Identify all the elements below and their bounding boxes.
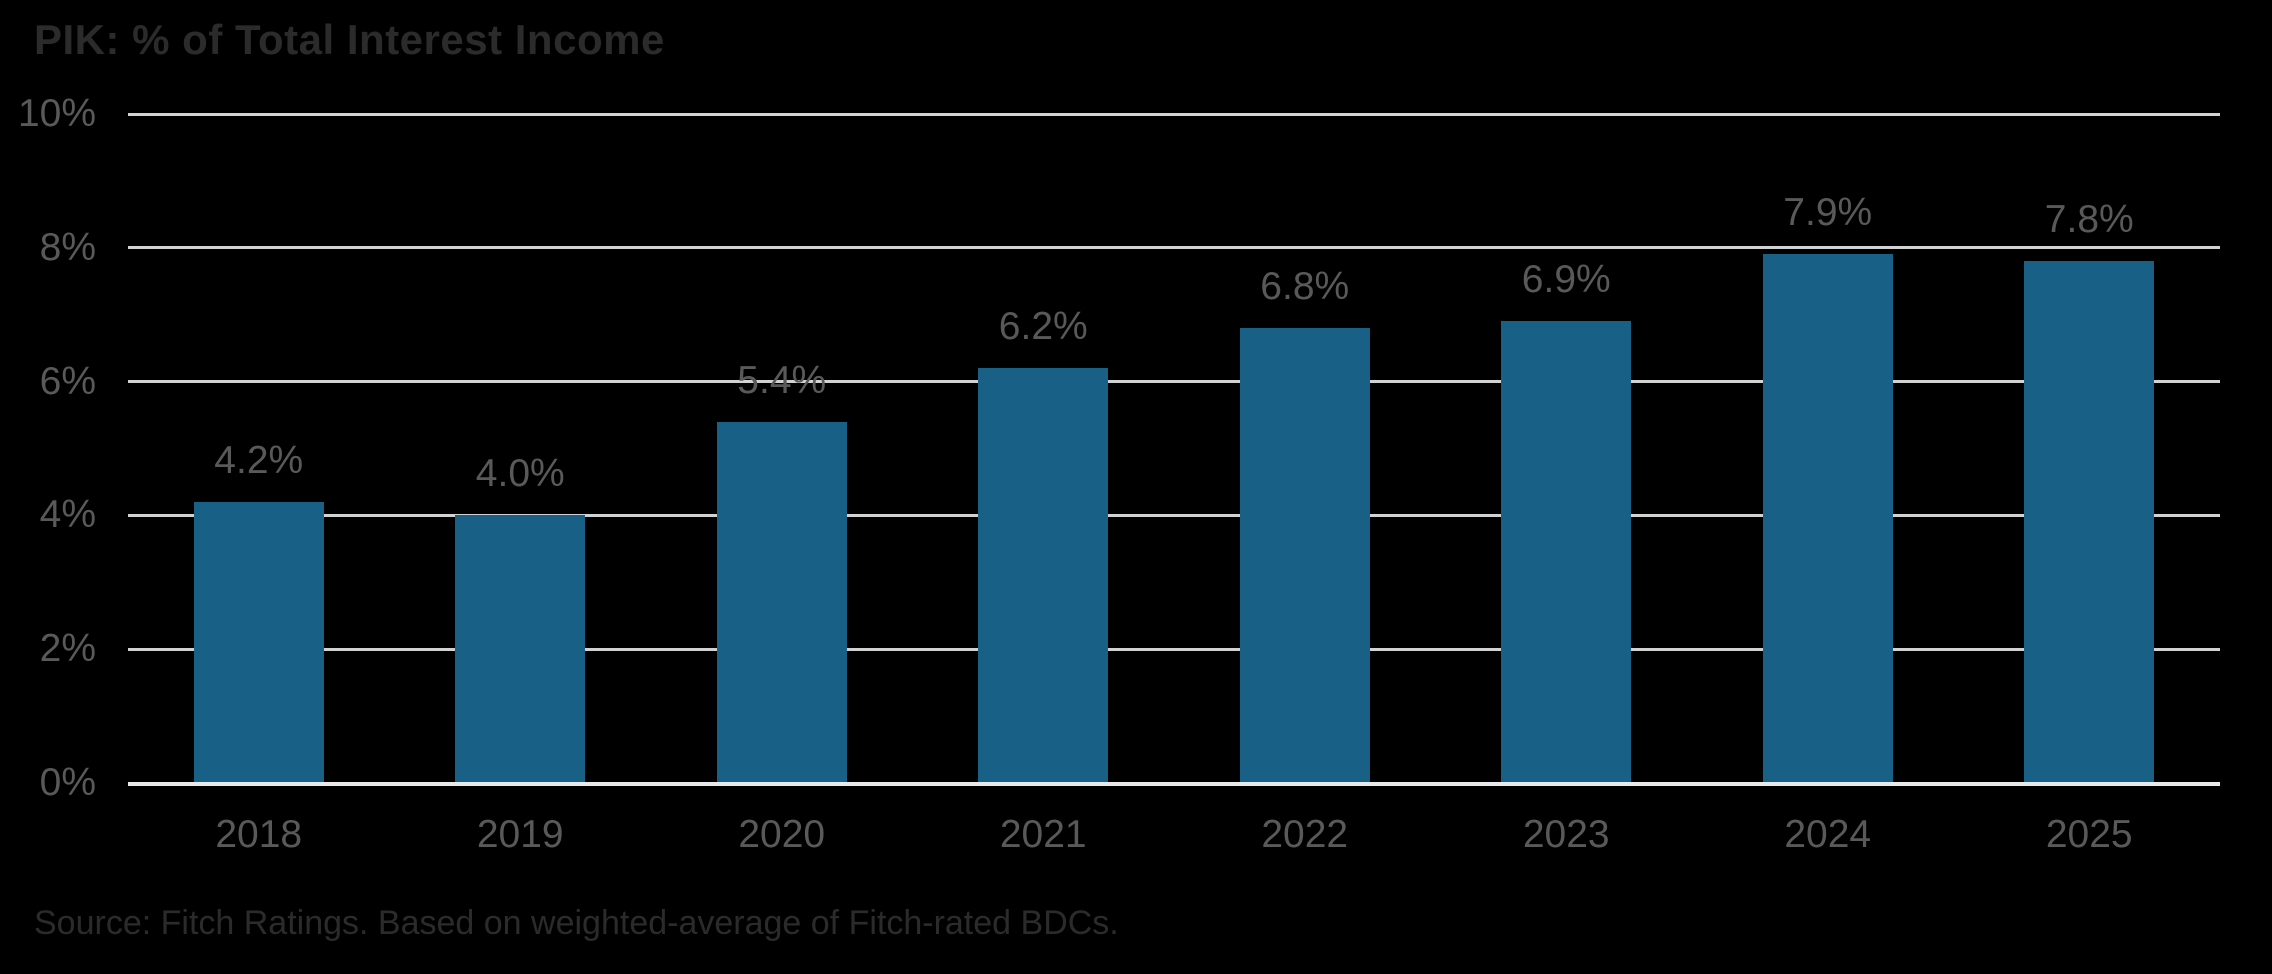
x-axis-line xyxy=(128,782,2220,786)
y-axis-tick-label: 6% xyxy=(39,359,96,403)
bar-2023 xyxy=(1501,321,1632,783)
x-axis-tick-label-2019: 2019 xyxy=(476,813,564,856)
gridline-8% xyxy=(128,246,2220,250)
x-axis-tick-label-2020: 2020 xyxy=(738,813,826,856)
value-label-2022: 6.8% xyxy=(1260,265,1350,309)
gridline-6% xyxy=(128,380,2220,384)
value-label-2018: 4.2% xyxy=(214,439,304,483)
x-axis-tick-label-2023: 2023 xyxy=(1522,813,1610,856)
x-axis-tick-label-2024: 2024 xyxy=(1784,813,1872,856)
value-label-2021: 6.2% xyxy=(998,305,1088,349)
value-label-2025: 7.8% xyxy=(2044,198,2134,242)
y-axis-tick-label: 8% xyxy=(39,225,96,269)
bar-2024 xyxy=(1762,254,1893,783)
gridline-2% xyxy=(128,647,2220,651)
value-label-2019: 4.0% xyxy=(475,452,565,496)
x-axis-tick-label-2022: 2022 xyxy=(1261,813,1349,856)
x-axis-tick-label-2025: 2025 xyxy=(2045,813,2133,856)
chart-title: PIK: % of Total Interest Income xyxy=(34,16,665,63)
gridline-4% xyxy=(128,513,2220,517)
bar-2018 xyxy=(193,502,324,783)
source-note: Source: Fitch Ratings. Based on weighted… xyxy=(34,904,1119,942)
value-label-2024: 7.9% xyxy=(1783,191,1873,235)
bar-2022 xyxy=(1239,328,1370,783)
y-axis-tick-label: 2% xyxy=(39,627,96,671)
y-axis-tick-label: 10% xyxy=(17,92,96,135)
x-axis-tick-label-2018: 2018 xyxy=(215,813,303,856)
bar-2025 xyxy=(2024,261,2155,783)
bar-2020 xyxy=(716,421,847,783)
gridline-10% xyxy=(128,112,2220,116)
bar-2019 xyxy=(455,515,586,783)
x-axis-tick-label-2021: 2021 xyxy=(999,813,1087,856)
value-label-2023: 6.9% xyxy=(1521,258,1611,302)
y-axis-tick-label: 0% xyxy=(39,761,96,804)
bar-2021 xyxy=(978,368,1109,783)
y-axis-tick-label: 4% xyxy=(39,493,96,537)
value-label-2020: 5.4% xyxy=(737,358,827,402)
